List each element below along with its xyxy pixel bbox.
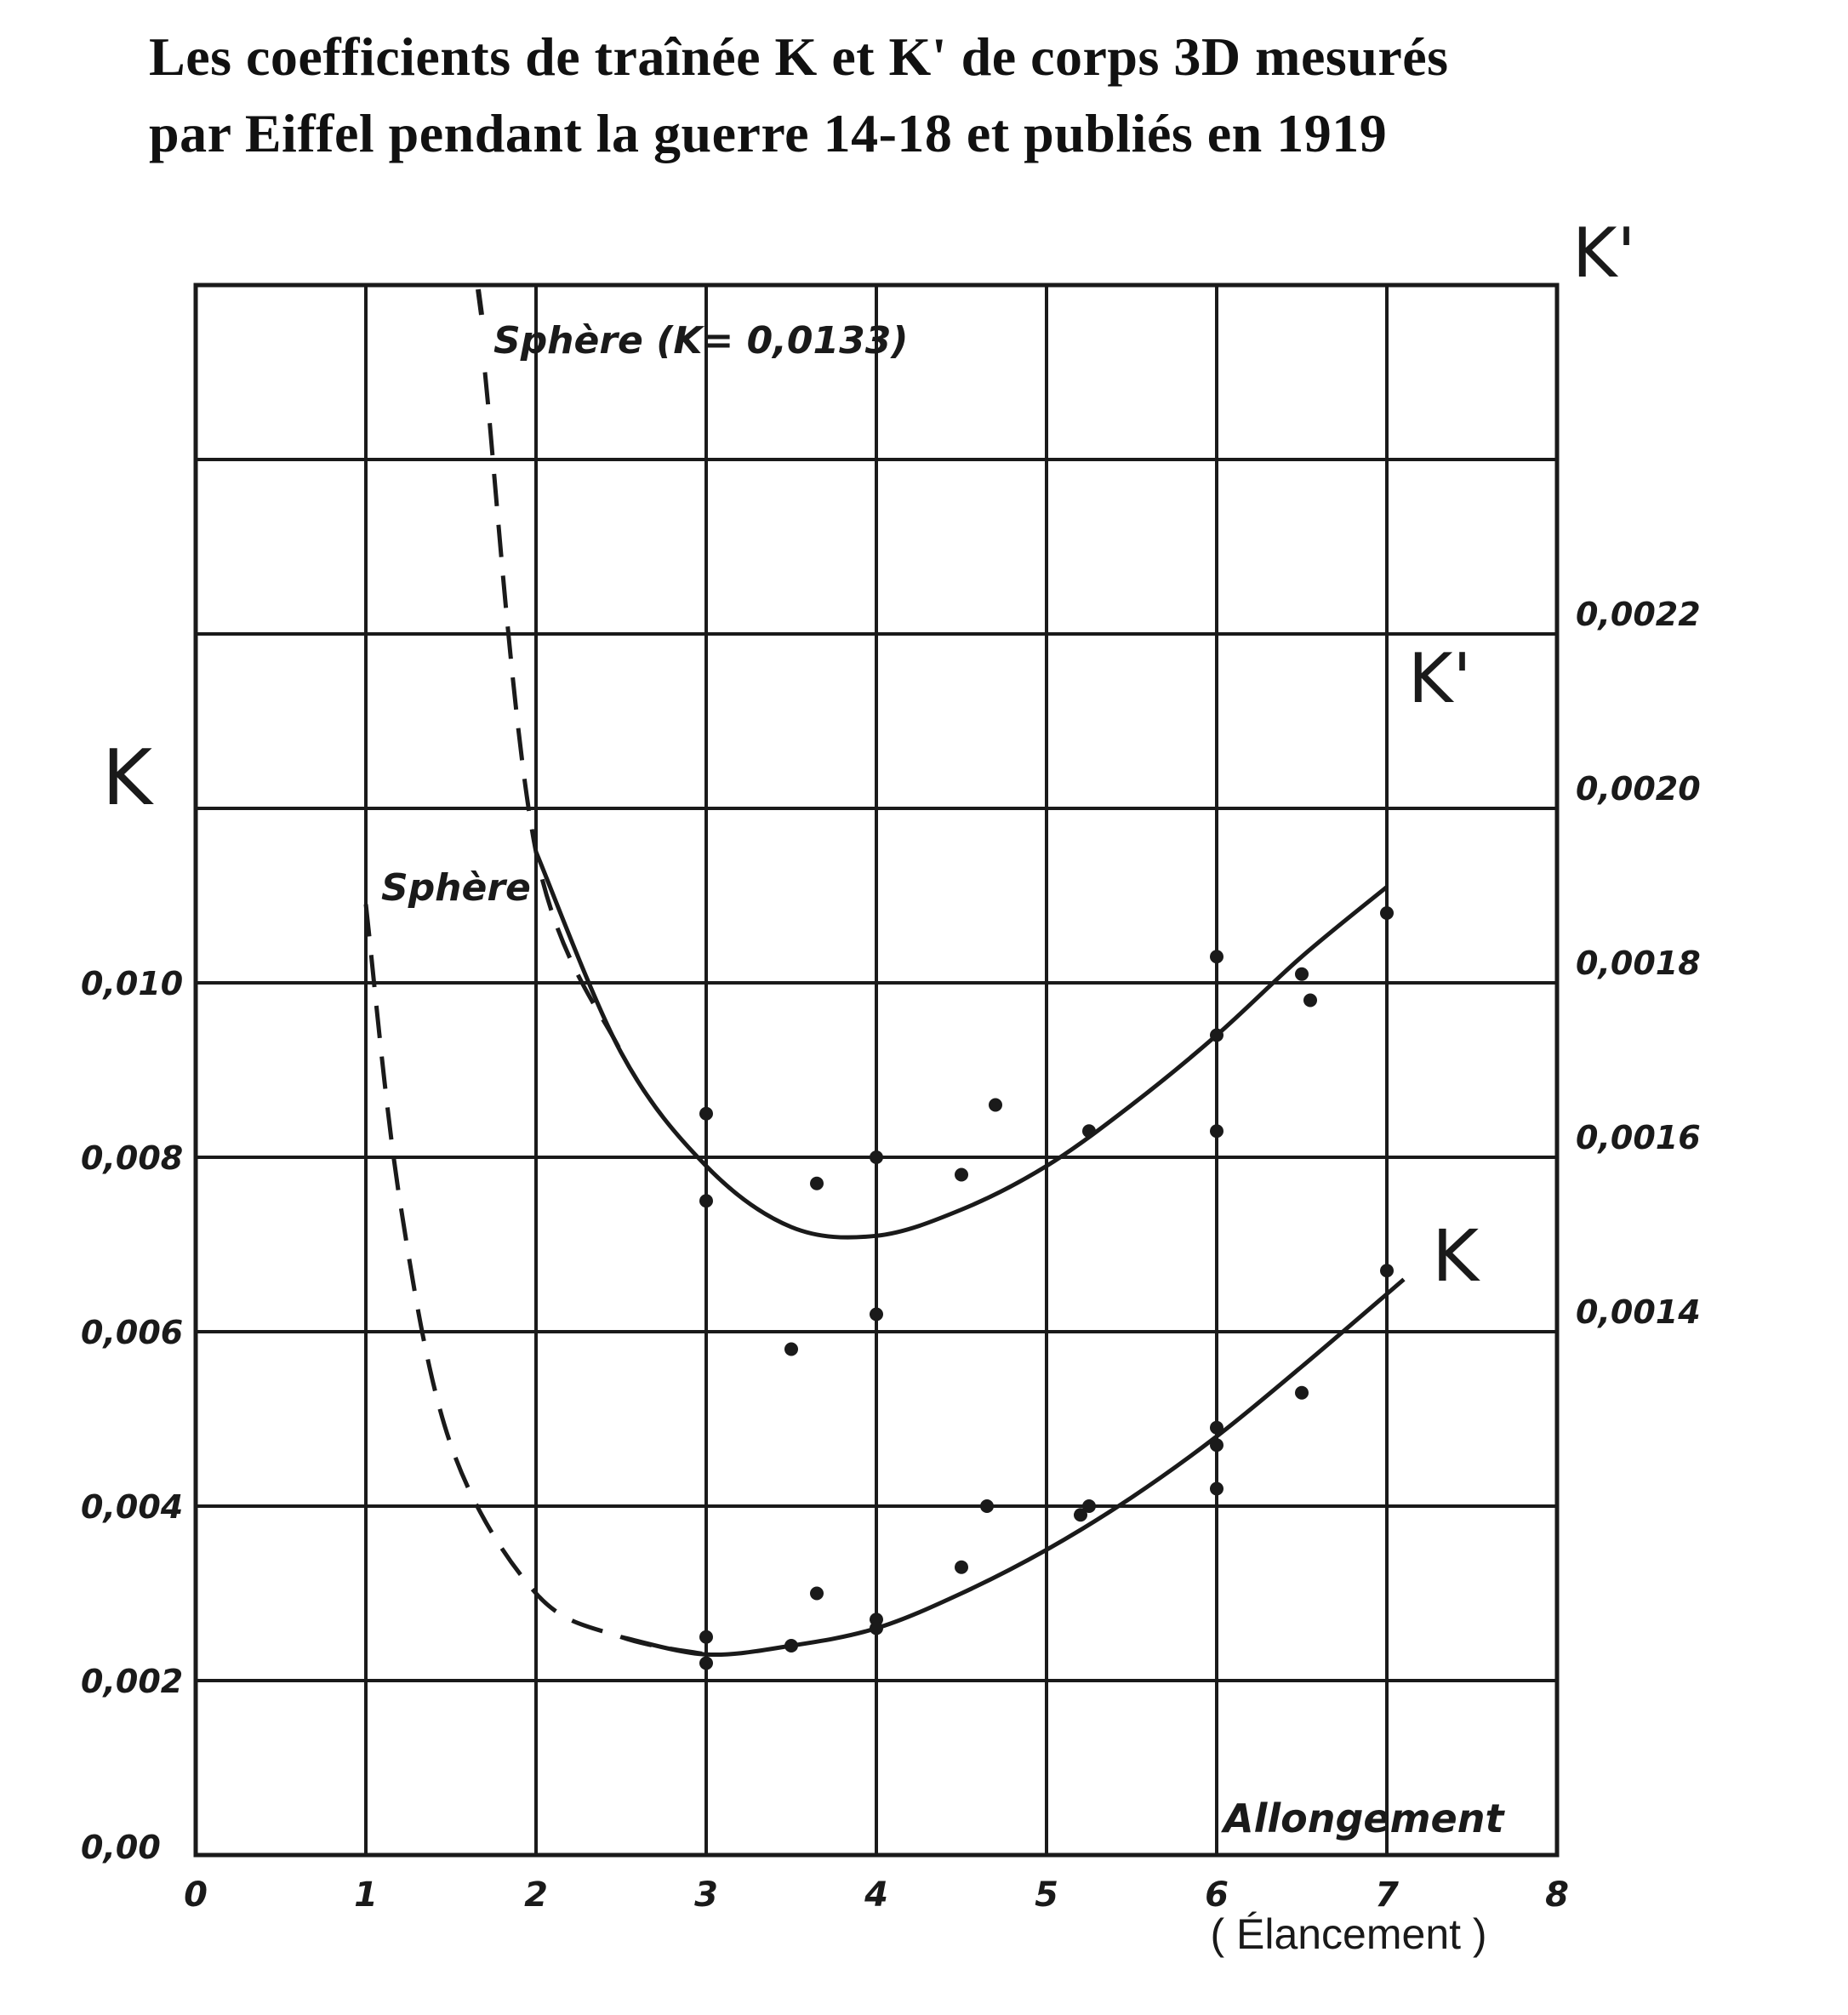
series-1-point-5 <box>870 1307 883 1321</box>
series-0-point-11 <box>1210 1438 1223 1453</box>
y-tick-left-4: 0,008 <box>81 1139 183 1177</box>
plot-frame <box>193 283 1560 1858</box>
y-axis-left-label: K <box>102 734 154 823</box>
series-1-fit-curve <box>533 851 1389 1240</box>
annotation-sphere-kprime-tick <box>476 288 484 316</box>
series-1-dashed-curve <box>482 372 624 1053</box>
series-1-point-2 <box>784 1342 798 1356</box>
series-1-point-1 <box>699 1194 713 1208</box>
series-1-point-12 <box>1295 967 1309 981</box>
series-0-point-1 <box>699 1656 713 1670</box>
x-tick-label-0: 0 <box>184 1875 208 1915</box>
annotation-sphere-k: Sphère <box>381 866 531 910</box>
x-tick-label-2: 2 <box>524 1875 548 1915</box>
annotation-sphere-kprime: Sphère (K= 0,0133) <box>493 319 909 362</box>
x-axis-label: Allongement <box>1221 1795 1505 1841</box>
series-1-point-0 <box>699 1106 713 1121</box>
series-0-fit-curve <box>620 1277 1406 1658</box>
series-1-point-7 <box>989 1098 1002 1112</box>
series-0-point-14 <box>1380 1264 1394 1278</box>
series-1-point-9 <box>1210 950 1223 964</box>
series-1-point-4 <box>870 1150 883 1164</box>
y-tick-right-2: 0,0018 <box>1576 945 1701 982</box>
series-0-point-0 <box>699 1630 713 1644</box>
x-tick-label-4: 4 <box>864 1875 888 1915</box>
series-0-point-7 <box>980 1499 994 1513</box>
series-0-dashed-curve <box>363 904 707 1657</box>
series-0-point-8 <box>1074 1508 1087 1522</box>
series-0-point-6 <box>955 1560 968 1574</box>
annotation-curve-k: K <box>1432 1214 1480 1298</box>
series-1-point-13 <box>1303 993 1317 1008</box>
series-0-point-9 <box>1082 1499 1096 1513</box>
chart-points <box>699 906 1394 1670</box>
chart-labels: 0 1 2 3 4 5 6 7 8 0,00 0,002 0,004 0,006 0,008 0,010 0,… <box>81 214 1701 1958</box>
series-0-point-13 <box>1295 1385 1309 1400</box>
y-tick-left-2: 0,004 <box>81 1488 183 1526</box>
series-1-point-11 <box>1210 1124 1223 1139</box>
y-tick-right-4: 0,0022 <box>1576 596 1701 633</box>
series-1-point-10 <box>1210 1028 1223 1042</box>
title-line-1: Les coefficients de traînée K et K' de c… <box>149 26 1449 87</box>
x-tick-label-7: 7 <box>1375 1875 1399 1915</box>
x-tick-label-1: 1 <box>354 1875 378 1915</box>
chart-grid <box>193 283 1560 1858</box>
y-axis-right-label: K' <box>1572 214 1635 293</box>
chart-title: Les coefficients de traînée K et K' de c… <box>149 19 1765 172</box>
y-tick-left-5: 0,010 <box>81 965 183 1002</box>
y-tick-right-0: 0,0014 <box>1576 1293 1701 1331</box>
series-1-point-8 <box>1082 1124 1096 1139</box>
x-tick-label-6: 6 <box>1205 1875 1229 1915</box>
y-tick-left-3: 0,006 <box>81 1314 183 1351</box>
series-0-point-2 <box>784 1639 798 1653</box>
series-1-point-14 <box>1380 906 1394 920</box>
x-axis-secondary-label: ( Élancement ) <box>1210 1910 1486 1958</box>
y-tick-right-3: 0,0020 <box>1576 770 1701 808</box>
series-1-point-6 <box>955 1167 968 1182</box>
y-tick-left-0: 0,00 <box>81 1829 161 1866</box>
title-line-2: par Eiffel pendant la guerre 14-18 et pu… <box>149 103 1388 163</box>
y-tick-left-1: 0,002 <box>81 1663 183 1700</box>
chart-curves <box>363 372 1406 1658</box>
series-0-point-10 <box>1210 1481 1223 1496</box>
x-tick-label-8: 8 <box>1545 1875 1569 1915</box>
y-tick-right-1: 0,0016 <box>1576 1119 1701 1156</box>
x-tick-label-5: 5 <box>1035 1875 1058 1915</box>
x-tick-label-3: 3 <box>694 1875 718 1915</box>
series-0-point-5 <box>870 1621 883 1635</box>
series-0-point-12 <box>1210 1420 1223 1435</box>
annotation-curve-kprime: K' <box>1408 639 1471 718</box>
series-0-point-3 <box>810 1586 824 1601</box>
series-1-point-3 <box>810 1176 824 1190</box>
